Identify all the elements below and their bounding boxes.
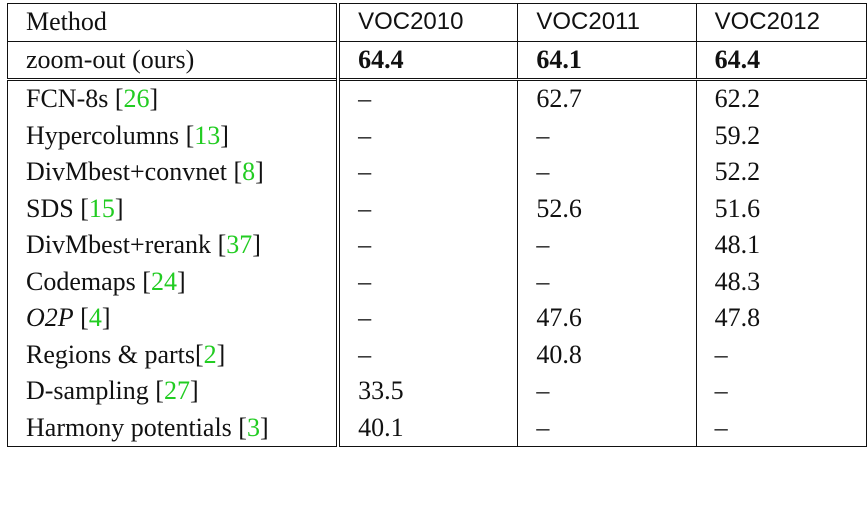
citation-link[interactable]: 2	[203, 339, 217, 369]
value-cell: 47.8	[695, 300, 867, 337]
method-name: Hypercolumns	[26, 120, 186, 150]
method-name: D-sampling	[26, 376, 156, 405]
ours-voc2010: 64.4	[336, 40, 518, 80]
table-row: Codemaps [24] – –48.3	[7, 263, 867, 300]
method-name: Regions & parts	[26, 339, 195, 369]
value-cell: 47.6	[517, 300, 697, 337]
citation-link[interactable]: 4	[88, 303, 102, 332]
value-cell: 62.7	[517, 78, 697, 118]
method-name: DivMbest+convnet	[26, 157, 234, 186]
value-cell: –	[336, 154, 518, 191]
citation-link[interactable]: 24	[150, 266, 177, 296]
value-cell: –	[336, 336, 518, 373]
table-row: Hypercolumns [13] – –59.2	[7, 117, 867, 154]
header-voc2010: VOC2010	[336, 3, 518, 41]
method-name: Codemaps	[26, 266, 143, 296]
method-cell: FCN-8s [26]	[7, 78, 339, 118]
method-cell: D-sampling [27]	[7, 373, 339, 410]
ours-row: zoom-out (ours) 64.4 64.1 64.4	[7, 40, 867, 80]
value-cell: –	[336, 263, 518, 300]
citation-link[interactable]: 15	[88, 193, 115, 223]
table-row: DivMbest+rerank [37] – –48.1	[7, 227, 867, 264]
value-cell: 40.1	[336, 409, 518, 447]
value-cell: –	[695, 373, 867, 410]
table-row: SDS [15] –52.6 51.6	[7, 190, 867, 227]
value-cell: –	[336, 300, 518, 337]
method-name: FCN-8s	[26, 84, 115, 113]
value-cell: –	[517, 373, 697, 410]
value-cell: 48.1	[695, 227, 867, 264]
value-cell: 52.6	[517, 190, 697, 227]
value-cell: –	[517, 227, 697, 264]
table-row: Harmony potentials [3] 40.1– –	[7, 409, 867, 447]
table-row: Regions & parts[2] –40.8–	[7, 336, 867, 373]
results-table: Method VOC2010 VOC2011 VOC2012 zoom-out …	[7, 3, 867, 447]
value-cell: 48.3	[695, 263, 867, 300]
method-name: DivMbest+rerank	[26, 230, 218, 259]
header-method: Method	[7, 3, 339, 41]
method-cell: SDS [15]	[7, 190, 339, 227]
value-cell: –	[517, 117, 697, 154]
method-cell: Hypercolumns [13]	[7, 117, 339, 154]
method-cell: Harmony potentials [3]	[7, 409, 339, 447]
table-row: DivMbest+convnet [8] – –52.2	[7, 154, 867, 191]
value-cell: 59.2	[695, 117, 867, 154]
table-row: D-sampling [27] 33.5– –	[7, 373, 867, 410]
header-row: Method VOC2010 VOC2011 VOC2012	[7, 3, 867, 41]
value-cell: 51.6	[695, 190, 867, 227]
value-cell: –	[336, 78, 518, 118]
method-cell: Regions & parts[2]	[7, 336, 339, 373]
ours-voc2011: 64.1	[517, 40, 697, 80]
citation-link[interactable]: 13	[194, 120, 221, 150]
table-row: O2P [4] –47.6 47.8	[7, 300, 867, 337]
header-voc2011: VOC2011	[517, 3, 697, 41]
value-cell: –	[517, 154, 697, 191]
value-cell: –	[517, 409, 697, 447]
value-cell: 62.2	[695, 78, 867, 118]
value-cell: 33.5	[336, 373, 518, 410]
method-cell: O2P [4]	[7, 300, 339, 337]
value-cell: –	[336, 190, 518, 227]
citation-link[interactable]: 26	[123, 84, 150, 113]
header-voc2012: VOC2012	[695, 3, 867, 41]
value-cell: 52.2	[695, 154, 867, 191]
value-cell: –	[695, 409, 867, 447]
table-row: FCN-8s [26] –62.7 62.2	[7, 78, 867, 118]
method-cell: DivMbest+convnet [8]	[7, 154, 339, 191]
method-cell: Codemaps [24]	[7, 263, 339, 300]
citation-link[interactable]: 37	[226, 230, 253, 259]
method-name: Harmony potentials	[26, 412, 239, 442]
ours-method: zoom-out (ours)	[7, 40, 339, 80]
value-cell: –	[517, 263, 697, 300]
value-cell: –	[336, 227, 518, 264]
value-cell: –	[336, 117, 518, 154]
value-cell: 40.8	[517, 336, 697, 373]
ours-voc2012: 64.4	[695, 40, 867, 80]
method-name: SDS	[26, 193, 81, 223]
citation-link[interactable]: 8	[242, 157, 256, 186]
citation-link[interactable]: 3	[246, 412, 260, 442]
value-cell: –	[695, 336, 867, 373]
citation-link[interactable]: 27	[163, 376, 190, 405]
method-cell: DivMbest+rerank [37]	[7, 227, 339, 264]
method-name: O2P	[26, 303, 74, 332]
